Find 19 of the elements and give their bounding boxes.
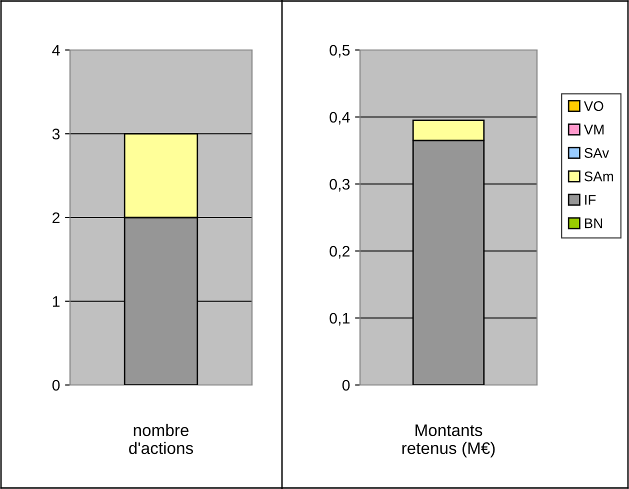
legend-label: SAv bbox=[584, 148, 610, 158]
y-tick-label: 0,2 bbox=[330, 246, 350, 258]
legend-label: SAm bbox=[584, 171, 614, 182]
y-tick-label: 0,3 bbox=[330, 178, 350, 192]
y-tick-label: 4 bbox=[52, 45, 60, 56]
y-tick-label: 0,5 bbox=[330, 44, 350, 58]
y-tick-label: 2 bbox=[52, 212, 60, 224]
x-tick-label: nombre d'actions bbox=[129, 424, 194, 454]
legend-label: IF bbox=[585, 195, 596, 205]
legend-label: VM bbox=[584, 124, 604, 134]
y-tick-label: 0 bbox=[342, 380, 350, 391]
y-tick-label: 0,1 bbox=[330, 312, 350, 326]
legend-label: VO bbox=[584, 101, 604, 112]
legend-label: BN bbox=[585, 218, 602, 228]
x-tick-label: Montants retenus (M€) bbox=[402, 424, 495, 458]
y-tick-label: 0,4 bbox=[330, 112, 350, 124]
y-tick-label: 1 bbox=[52, 296, 60, 307]
y-tick-label: 3 bbox=[52, 128, 60, 140]
y-tick-label: 0 bbox=[52, 380, 60, 391]
